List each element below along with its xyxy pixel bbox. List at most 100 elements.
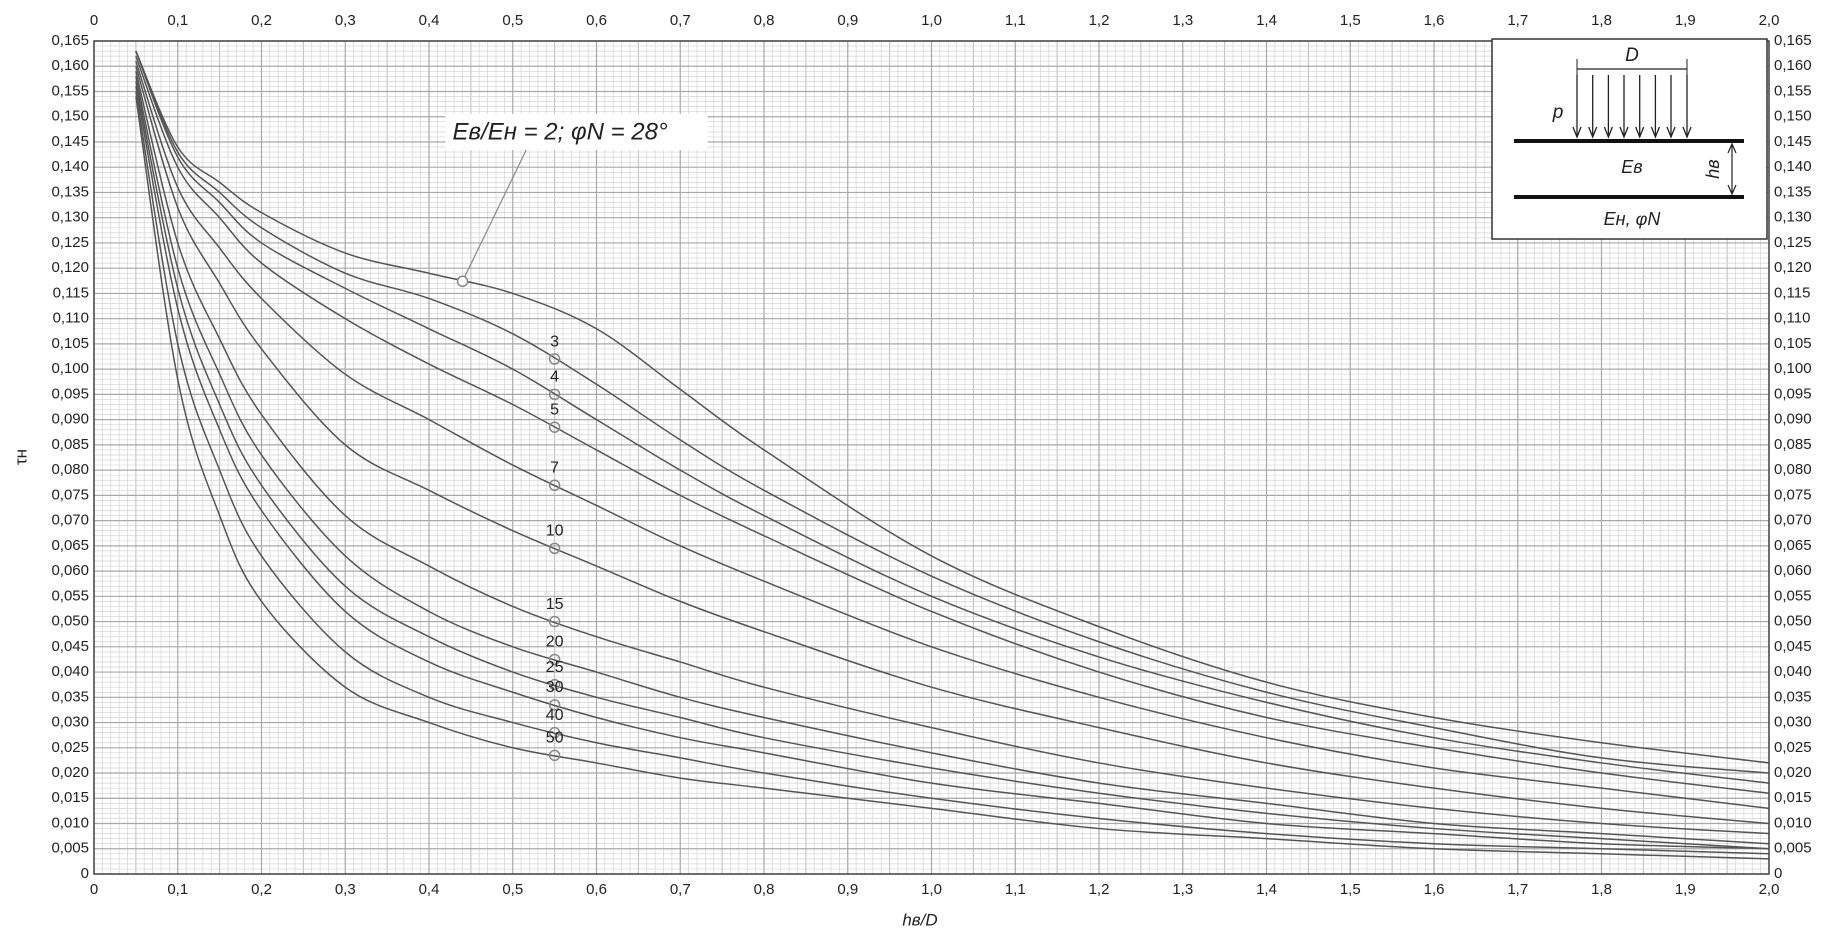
y-tick-label-right: 0,010 [1774,814,1812,831]
curve [135,86,1770,850]
curve-label: 7 [550,459,559,476]
x-tick-label: 0,6 [586,881,607,898]
y-tick-label: 0,055 [51,587,89,604]
y-tick-label: 0,115 [53,284,89,301]
x-tick-label-top: 1,0 [921,12,942,29]
y-tick-label: 0,030 [51,714,89,731]
y-tick-label-right: 0,080 [1774,461,1812,478]
curve-marker [548,421,561,433]
y-tick-label-right: 0,125 [1774,234,1812,251]
x-tick-label: 1,1 [1005,881,1026,898]
curve-label: 5 [550,401,559,418]
curve-marker [548,479,561,492]
y-tick-label-right: 0,060 [1774,562,1812,579]
annotation-marker [456,275,469,288]
y-tick-label-right: 0,130 [1774,209,1812,226]
y-tick-label: 0,035 [51,688,89,705]
x-tick-label: 1,3 [1172,881,1193,898]
y-tick-label-right: 0,155 [1774,82,1812,99]
y-tick-label-right: 0,085 [1774,436,1812,453]
y-tick-label: 0,015 [51,789,89,806]
y-tick-label: 0,025 [51,739,89,756]
y-tick-label: 0,105 [51,335,89,352]
x-tick-label: 1,4 [1256,881,1277,898]
y-tick-label-right: 0 [1774,865,1782,882]
x-tick-label-top: 1,4 [1256,12,1277,29]
x-tick-label-top: 0,1 [167,12,188,29]
x-tick-label-top: 0,6 [586,12,607,29]
x-tick-label-top: 0,4 [419,12,440,29]
curve-label: 15 [546,596,564,613]
curve-marker [548,678,561,691]
y-tick-label: 0,155 [51,82,89,99]
curve-marker [548,699,561,711]
x-tick-label: 0,7 [670,881,691,898]
arrow-heads [1572,126,1692,139]
y-tick-label-right: 0,005 [1774,840,1812,857]
x-tick-label-top: 0,5 [502,12,523,29]
curve-marker [548,388,561,401]
curve [135,76,1770,845]
x-tick-label-top: 1,3 [1172,12,1193,29]
y-tick-label: 0,050 [51,613,89,630]
x-tick-label: 1,7 [1507,881,1528,898]
y-tick-label: 0,085 [51,436,89,453]
y-tick-label: 0,010 [51,814,89,831]
y-tick-label: 0,160 [51,57,89,74]
y-tick-label-right: 0,165 [1774,32,1812,49]
curve-marker [548,726,561,739]
curve-label: 4 [550,369,559,386]
curve [135,50,1770,774]
y-tick-label: 0,095 [51,385,89,402]
x-tick-label-top: 1,8 [1591,12,1612,29]
y-tick-label: 0,120 [51,259,89,276]
curve-label: 3 [550,333,559,350]
y-tick-label: 0,110 [53,310,89,327]
x-tick-label: 0,3 [335,881,356,898]
x-tick-label: 1,5 [1340,881,1361,898]
x-tick-label-top: 1,2 [1089,12,1110,29]
annotation-leader [461,136,534,282]
curve-label: 50 [546,730,564,747]
y-tick-label: 0,130 [51,209,89,226]
y-tick-label-right: 0,135 [1774,183,1812,200]
curve-label: 40 [546,707,564,724]
x-tick-label: 1,9 [1675,881,1696,898]
y-tick-label-right: 0,040 [1774,663,1812,680]
x-tick-label: 1,6 [1424,881,1445,898]
curve-label: 25 [546,659,564,676]
y-tick-label: 0,020 [51,764,89,781]
y-tick-label-right: 0,025 [1774,739,1812,756]
curve-label: 10 [546,523,564,540]
curve [135,91,1770,855]
curve-label: 30 [546,679,564,696]
x-tick-label: 0 [90,881,98,898]
x-tick-label: 2,0 [1759,881,1780,898]
x-tick-label-top: 1,1 [1005,12,1026,29]
y-tick-label: 0,005 [51,840,89,857]
y-tick-label-right: 0,030 [1774,714,1812,731]
x-tick-label-top: 0,7 [670,12,691,29]
y-tick-label-right: 0,100 [1774,360,1812,377]
curve [135,55,1770,794]
y-tick-label-right: 0,015 [1774,789,1812,806]
arrow-shafts [1576,75,1688,135]
x-tick-label-top: 0 [90,12,98,29]
y-tick-label-right: 0,140 [1774,158,1812,175]
curve [135,96,1770,860]
x-tick-label-top: 1,5 [1340,12,1361,29]
x-axis-label: hв/D [902,910,937,929]
x-tick-label-top: 0,3 [335,12,356,29]
x-tick-label: 0,8 [754,881,775,898]
x-tick-label: 0,2 [251,881,272,898]
load-arrows [1572,75,1692,139]
grid [93,40,1770,875]
x-tick-label-top: 0,9 [837,12,858,29]
curve [135,60,1770,810]
curve [135,66,1770,825]
inset-p: p [1552,102,1564,123]
inset-lower: Eн, φN [1604,209,1662,229]
y-tick-label: 0,140 [51,158,89,175]
y-tick-label: 0,045 [51,638,89,655]
